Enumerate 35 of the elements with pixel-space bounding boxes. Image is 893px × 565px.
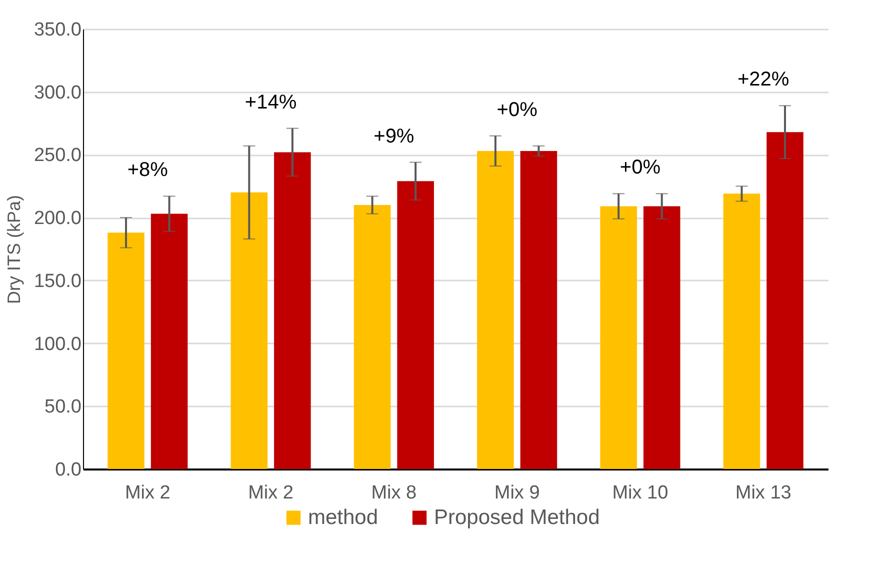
bar	[477, 150, 514, 469]
y-axis-title: Dry ITS (kPa)	[4, 194, 24, 304]
bar	[766, 132, 804, 469]
annotation: +0%	[620, 156, 661, 179]
annotation: +22%	[737, 68, 790, 91]
bar	[274, 152, 311, 469]
y-tick-label: 0.0	[55, 460, 82, 480]
legend-label: method	[308, 506, 378, 529]
bar	[600, 206, 637, 469]
annotation: +9%	[374, 125, 414, 148]
y-tick-label: 100.0	[34, 334, 82, 355]
y-tick-label: 150.0	[34, 270, 82, 292]
annotation: +0%	[496, 98, 538, 121]
legend-label: Proposed Method	[434, 506, 600, 529]
bar	[397, 181, 434, 469]
y-tick-label: 300.0	[34, 82, 82, 104]
y-tick-label: 50.0	[44, 396, 82, 418]
bar	[723, 194, 760, 469]
x-tick-label: Mix 2	[124, 482, 170, 504]
annotation: +14%	[244, 91, 297, 114]
annotation: +8%	[127, 159, 168, 182]
y-tick-label: 250.0	[34, 145, 82, 166]
x-tick-label: Mix 9	[494, 482, 540, 504]
bar	[354, 205, 391, 469]
x-tick-label: Mix 10	[612, 482, 668, 504]
x-tick-label: Mix 8	[371, 482, 417, 504]
bar	[230, 192, 268, 469]
x-tick-label: Mix 2	[248, 482, 294, 504]
x-tick-label: Mix 13	[735, 482, 792, 504]
bar	[108, 232, 144, 469]
y-tick-label: 350.0	[34, 20, 82, 40]
bar	[520, 150, 558, 469]
bar	[643, 206, 680, 469]
y-tick-label: 200.0	[34, 208, 82, 230]
bar	[150, 214, 188, 469]
